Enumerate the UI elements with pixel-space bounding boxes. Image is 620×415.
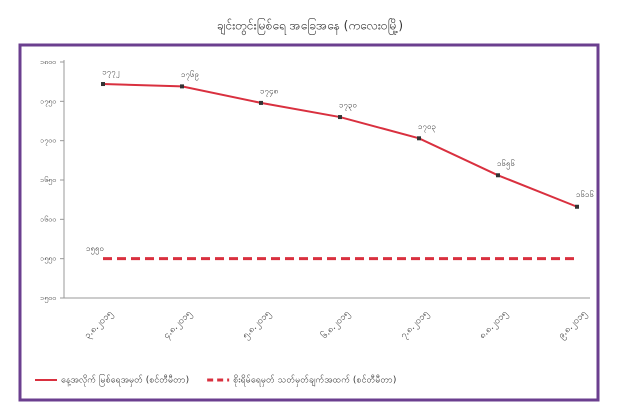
y-tick-label: ၁၈၀၀ [40,58,56,66]
data-label: ၁၇၀၃ [418,122,436,133]
data-label: ၁၆၁၆ [576,189,594,199]
marker [259,100,263,105]
x-tick-label: ၅.၈.၂၀၁၅ [241,309,274,342]
x-tick-label: ၆.၈.၂၀၁၅ [319,308,353,342]
y-tick-label: ၁၆၀၀ [40,215,56,223]
marker [496,173,500,178]
marker [180,84,184,89]
y-tick-label: ၁၅၀၀ [40,294,56,303]
data-label: ၁၇၃၀ [339,101,357,112]
x-tick-label: ၈.၈.၂၀၁၅ [478,309,511,342]
data-label: ၁၆၅၆ [497,158,515,170]
marker [338,115,342,120]
x-tick-label: ၉.၈.၂၀၁၅ [557,309,590,342]
data-label: ၁၇၆၉ [181,69,199,81]
legend-label: စိုးရိမ်ရေမှတ် သတ်မှတ်ချက်အထက် (စင်တီမီတ… [233,375,396,387]
data-label: ၁၇၇၂ [102,68,120,79]
data-label: ၁၇၄၈ [260,86,278,97]
x-tick-label: ၄.၈.၂၀၁၅ [162,309,195,342]
x-tick-label: ၇.၈.၂၀၁၅ [399,309,432,342]
annotation: ၁၅၅၀ [86,244,104,255]
y-tick-label: ၁၇၀၀ [40,137,56,146]
chart-title: ချင်းတွင်းမြစ်ရေ အခြေအနေ (ကလေးဝမြို့) [217,17,403,36]
y-tick-label: ၁၆၅၀ [40,176,56,185]
marker [101,82,105,87]
x-tick-label: ၃.၈.၂၀၁၅ [83,309,116,342]
y-tick-label: ၁၅၅၀ [40,255,56,264]
legend-label: နေ့အလိုက် မြစ်ရေအမှတ် (စင်တီမီတာ) [61,374,189,387]
frame [18,43,600,402]
marker [575,204,579,209]
marker [417,136,421,141]
y-tick-label: ၁၇၅၀ [40,97,56,106]
